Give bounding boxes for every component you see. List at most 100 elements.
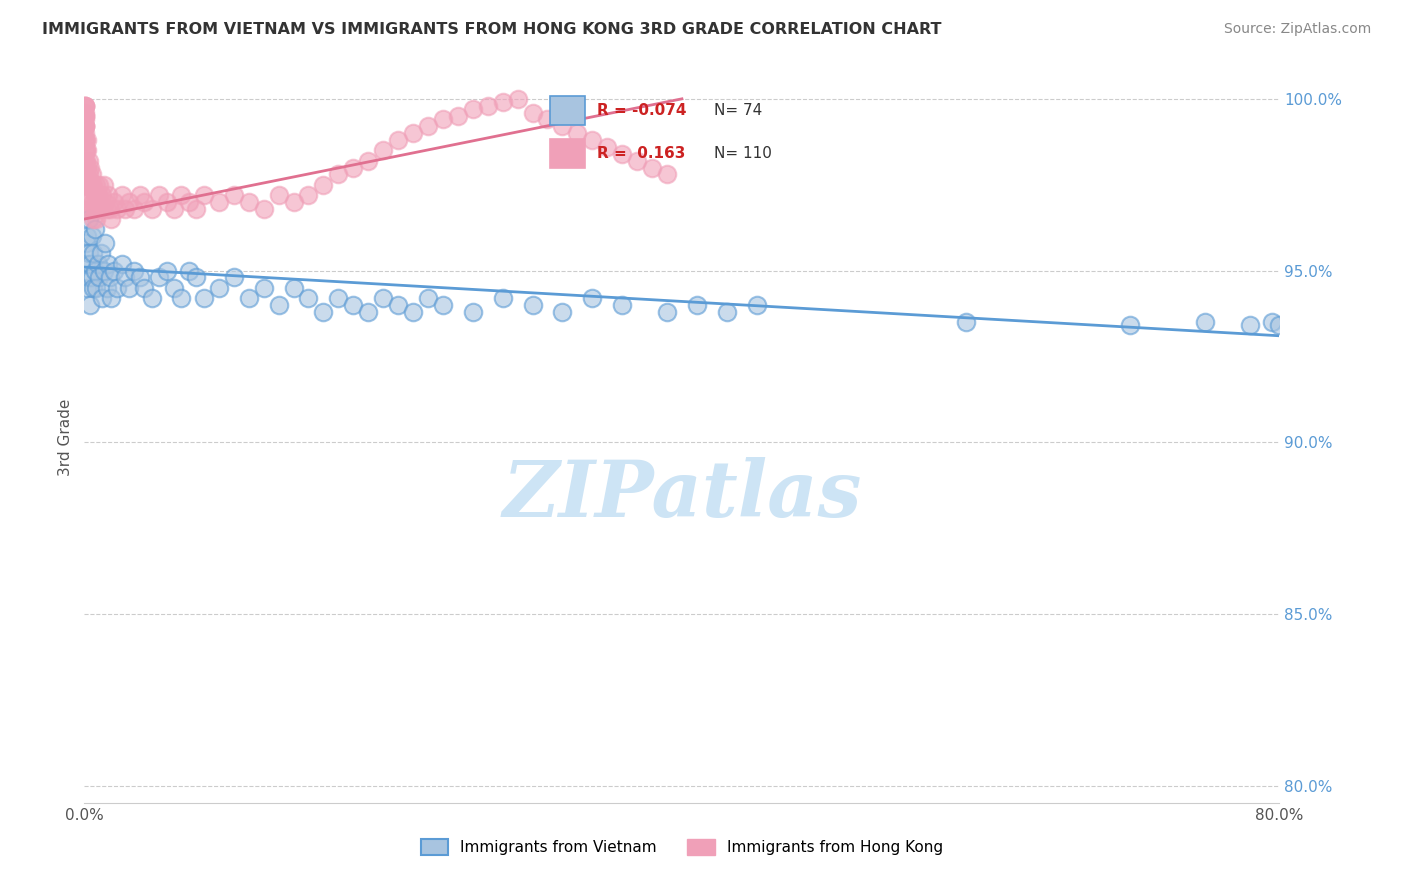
Point: [283, 281, 305, 295]
Point: [432, 112, 454, 127]
Point: [148, 270, 170, 285]
Point: [283, 194, 305, 209]
Point: [76, 281, 98, 295]
Point: [73, 126, 96, 140]
Point: [79, 298, 101, 312]
Point: [114, 270, 136, 285]
Point: [551, 120, 574, 134]
Point: [77, 167, 100, 181]
Point: [132, 194, 156, 209]
Point: [536, 112, 558, 127]
Point: [96, 281, 118, 295]
Point: [297, 291, 319, 305]
Point: [79, 174, 101, 188]
Point: [506, 92, 529, 106]
Point: [163, 202, 186, 216]
Point: [596, 140, 619, 154]
Point: [87, 257, 110, 271]
Point: [122, 263, 145, 277]
Point: [93, 178, 115, 192]
Point: [342, 161, 364, 175]
Point: [73, 109, 96, 123]
Point: [89, 178, 111, 192]
Point: [79, 161, 101, 175]
Point: [186, 202, 208, 216]
Point: [114, 202, 136, 216]
Point: [79, 188, 101, 202]
Text: ZIPatlas: ZIPatlas: [502, 458, 862, 533]
Point: [626, 153, 648, 168]
Point: [141, 291, 163, 305]
Point: [73, 133, 96, 147]
Point: [193, 291, 215, 305]
Point: [357, 153, 380, 168]
Point: [73, 178, 96, 192]
Point: [86, 281, 108, 295]
Point: [87, 202, 110, 216]
Point: [73, 133, 96, 147]
Point: [75, 133, 97, 147]
Point: [492, 291, 515, 305]
Point: [1119, 318, 1142, 333]
Point: [73, 109, 96, 123]
Point: [111, 257, 134, 271]
Point: [373, 291, 395, 305]
Point: [97, 188, 120, 202]
Point: [89, 270, 111, 285]
Point: [155, 194, 177, 209]
Point: [186, 270, 208, 285]
Point: [89, 194, 111, 209]
Point: [342, 298, 364, 312]
Point: [461, 102, 484, 116]
Point: [716, 304, 738, 318]
Point: [73, 98, 96, 112]
Point: [1268, 318, 1291, 333]
Point: [100, 212, 122, 227]
Legend: Immigrants from Vietnam, Immigrants from Hong Kong: Immigrants from Vietnam, Immigrants from…: [415, 833, 949, 861]
Point: [447, 109, 470, 123]
Point: [103, 263, 125, 277]
Point: [86, 212, 108, 227]
Point: [522, 105, 544, 120]
Point: [82, 178, 104, 192]
Y-axis label: 3rd Grade: 3rd Grade: [58, 399, 73, 475]
Point: [105, 281, 128, 295]
Point: [75, 98, 97, 112]
Point: [193, 188, 215, 202]
Point: [155, 263, 177, 277]
Point: [170, 291, 193, 305]
Point: [222, 188, 245, 202]
Point: [77, 212, 100, 227]
Text: Source: ZipAtlas.com: Source: ZipAtlas.com: [1223, 22, 1371, 37]
Point: [82, 212, 104, 227]
Point: [86, 178, 108, 192]
Point: [77, 153, 100, 168]
Point: [82, 194, 104, 209]
Point: [77, 270, 100, 285]
Point: [80, 229, 103, 244]
Point: [581, 291, 603, 305]
Point: [402, 126, 425, 140]
Point: [82, 281, 104, 295]
Point: [267, 298, 290, 312]
Point: [73, 98, 96, 112]
Point: [77, 178, 100, 192]
Point: [73, 144, 96, 158]
Point: [75, 153, 97, 168]
Point: [567, 126, 589, 140]
Point: [73, 178, 96, 192]
Point: [551, 304, 574, 318]
Point: [73, 98, 96, 112]
Point: [75, 257, 97, 271]
Point: [76, 133, 98, 147]
Point: [80, 167, 103, 181]
Point: [267, 188, 290, 202]
Point: [461, 304, 484, 318]
Point: [75, 120, 97, 134]
Point: [1261, 315, 1284, 329]
Point: [97, 257, 120, 271]
Text: IMMIGRANTS FROM VIETNAM VS IMMIGRANTS FROM HONG KONG 3RD GRADE CORRELATION CHART: IMMIGRANTS FROM VIETNAM VS IMMIGRANTS FR…: [42, 22, 942, 37]
Point: [80, 270, 103, 285]
Point: [132, 281, 156, 295]
Point: [75, 235, 97, 250]
